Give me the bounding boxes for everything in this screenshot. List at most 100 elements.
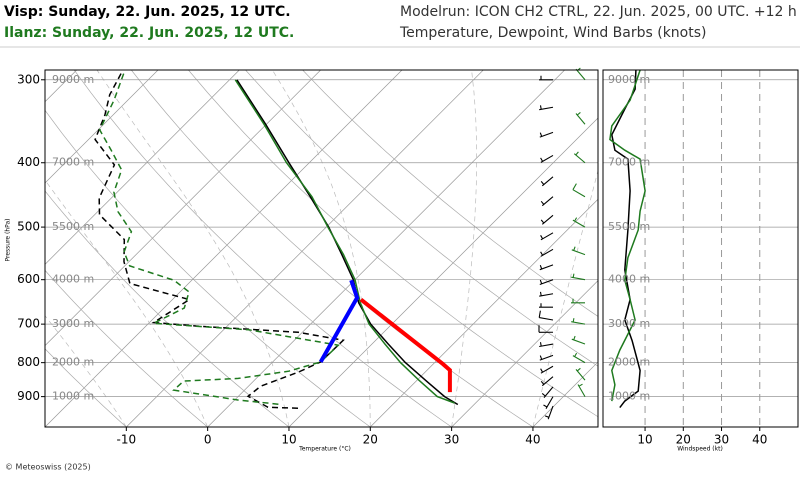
wind-barb — [571, 273, 586, 281]
station-2-title: Ilanz: Sunday, 22. Jun. 2025, 12 UTC. — [4, 25, 294, 41]
wind-barb — [577, 383, 586, 397]
x-tick-label: 20 — [363, 433, 378, 447]
isotherm — [370, 198, 598, 427]
wind-plot — [603, 70, 798, 427]
wind-barb — [540, 154, 554, 163]
x-axis-label: Temperature (°C) — [298, 446, 351, 453]
y-tick-label: 600 — [17, 272, 40, 286]
isotherm — [696, 70, 800, 427]
moist-adiabat — [614, 70, 736, 427]
height-label: 5500 m — [52, 220, 94, 233]
wind-barb — [571, 246, 586, 256]
wind-barb — [540, 232, 554, 241]
isotherm — [207, 70, 565, 427]
parcel-line — [359, 298, 452, 393]
dry-adiabat — [45, 269, 208, 427]
dry-adiabat — [245, 70, 598, 367]
dry-adiabat — [302, 70, 598, 317]
height-label: 9000 m — [608, 73, 650, 86]
moist-adiabat — [96, 70, 290, 427]
moist-adiabat — [45, 179, 208, 427]
x-tick-label: 10 — [637, 433, 652, 447]
plot-frame — [44, 69, 599, 428]
isotherm — [45, 70, 240, 265]
x-axis-label: Windspeed (kt) — [677, 446, 723, 453]
wind-barb — [575, 367, 586, 381]
height-label: 3000 m — [52, 317, 94, 330]
dry-adiabat — [45, 109, 371, 427]
isotherm — [45, 70, 403, 427]
wind-barb — [539, 342, 554, 348]
wind-barb — [540, 365, 554, 374]
dewpoint-line — [98, 71, 340, 405]
description: Temperature, Dewpoint, Wind Barbs (knots… — [399, 25, 707, 41]
wind-barb — [572, 183, 586, 198]
isotherm — [45, 70, 77, 103]
wind-barb — [572, 352, 586, 364]
wind-barb — [572, 217, 586, 228]
x-tick-label: 20 — [676, 433, 691, 447]
y-axis-label: Pressure (hPa) — [5, 218, 12, 261]
wind-barb — [541, 386, 554, 398]
wind-barb — [540, 248, 554, 257]
plot-frame — [602, 69, 799, 428]
windspeed-line — [609, 70, 646, 402]
x-tick-label: 0 — [204, 433, 212, 447]
height-label: 7000 m — [608, 156, 650, 169]
isotherm — [614, 70, 800, 427]
modelrun: Modelrun: ICON CH2 CTRL, 22. Jun. 2025, … — [400, 4, 797, 20]
height-label: 7000 m — [52, 156, 94, 169]
y-tick-label: 800 — [17, 355, 40, 369]
wind-barb — [570, 298, 586, 304]
isotherm — [451, 280, 598, 427]
isotherm — [777, 70, 800, 427]
moist-adiabat — [696, 70, 800, 427]
wind-barb — [573, 151, 586, 164]
isotherm — [45, 70, 321, 347]
height-label: 2000 m — [608, 356, 650, 369]
dry-adiabat — [45, 190, 290, 427]
wind-barb — [544, 405, 554, 420]
isotherm — [288, 117, 598, 427]
wind-barb — [538, 75, 554, 81]
credit: © Meteoswiss (2025) — [5, 463, 91, 472]
height-label: 1000 m — [608, 390, 650, 403]
y-tick-label: 500 — [17, 220, 40, 234]
x-tick-label: -10 — [117, 433, 137, 447]
dewpoint-line — [94, 71, 345, 409]
windspeed-line — [611, 70, 641, 409]
wind-barb — [539, 264, 554, 271]
height-label: 3000 m — [608, 317, 650, 330]
wind-barb — [543, 396, 554, 409]
y-tick-label: 700 — [17, 317, 40, 331]
x-tick-label: 40 — [525, 433, 540, 447]
moist-adiabat — [451, 70, 477, 427]
x-tick-label: 30 — [444, 433, 459, 447]
station-1-title: Visp: Sunday, 22. Jun. 2025, 12 UTC. — [4, 4, 291, 20]
wind-barb — [539, 354, 554, 361]
wind-barb — [539, 279, 554, 286]
height-label: 9000 m — [52, 73, 94, 86]
wind-barb — [540, 376, 554, 387]
temperature-line — [234, 79, 455, 404]
dry-adiabat — [73, 70, 452, 427]
wind-barb — [540, 214, 554, 225]
x-tick-label: 10 — [281, 433, 296, 447]
wind-barb — [540, 196, 554, 207]
isotherm — [45, 70, 159, 184]
wind-barb — [538, 310, 554, 321]
wind-barb — [571, 318, 586, 325]
wind-barb — [575, 111, 586, 125]
wind-barb — [539, 105, 554, 111]
x-tick-label: 40 — [752, 433, 767, 447]
wind-barb — [539, 291, 554, 297]
isotherm — [126, 70, 484, 427]
wind-barb — [538, 325, 554, 333]
height-label: 4000 m — [52, 273, 94, 286]
height-label: 2000 m — [52, 356, 94, 369]
y-tick-label: 400 — [17, 155, 40, 169]
parcel-line — [318, 279, 360, 363]
x-tick-label: 30 — [714, 433, 729, 447]
